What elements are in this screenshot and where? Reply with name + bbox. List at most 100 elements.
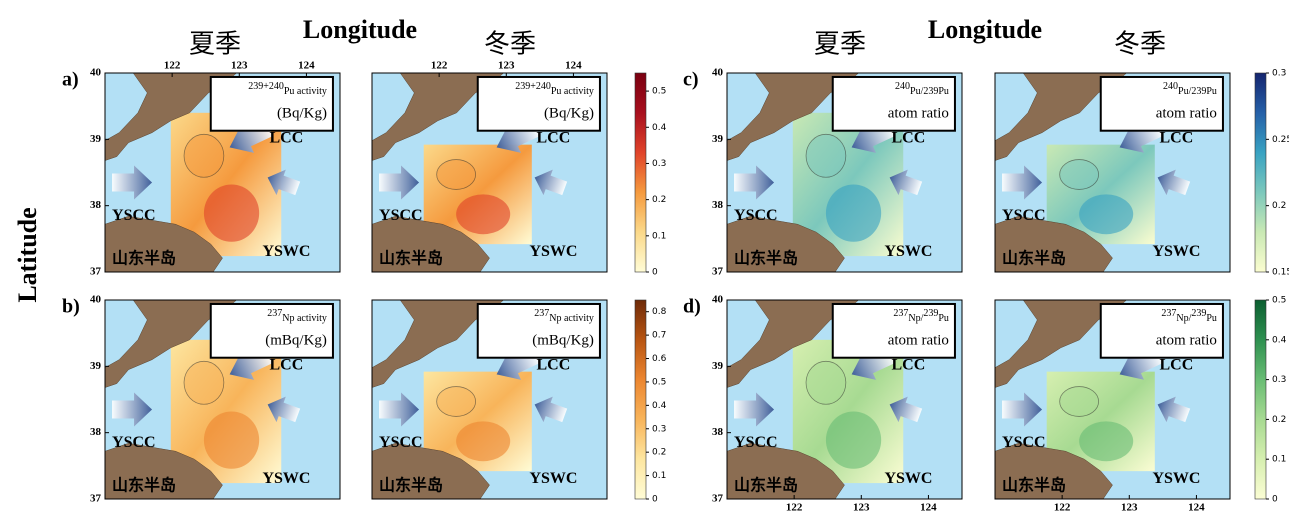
legend-title: 239+240Pu activity bbox=[248, 81, 327, 97]
current-label: YSWC bbox=[1152, 243, 1200, 260]
colorbar-tick-label: 0.4 bbox=[652, 123, 667, 133]
current-label: LCC bbox=[1160, 129, 1194, 146]
current-arrow bbox=[379, 165, 420, 200]
lat-tick-label: 39 bbox=[90, 360, 102, 372]
colorbar-tick-label: 0.7 bbox=[652, 331, 666, 341]
lon-tick-label: 124 bbox=[920, 502, 937, 514]
legend-title-part: Pu/239Pu bbox=[1178, 86, 1217, 97]
current-arrow bbox=[889, 396, 923, 423]
legend-title-part: Pu activity bbox=[284, 86, 327, 97]
current-label: 山东半岛 bbox=[379, 249, 443, 268]
legend-box bbox=[1099, 302, 1224, 359]
field-hotspot bbox=[436, 386, 476, 417]
field-hotspot bbox=[456, 194, 511, 235]
lon-tick-label: 123 bbox=[231, 60, 248, 72]
map-frame bbox=[371, 72, 608, 273]
legend-title: 237Np activity bbox=[267, 308, 327, 324]
legend-box bbox=[476, 75, 601, 132]
current-label: YSCC bbox=[379, 434, 423, 451]
colorbar-tick-label: 0.5 bbox=[1272, 296, 1286, 306]
colorbar bbox=[1254, 299, 1267, 500]
current-arrow bbox=[1002, 165, 1043, 200]
map-frame bbox=[726, 299, 963, 500]
legend-box bbox=[831, 302, 956, 359]
lat-tick-label: 38 bbox=[712, 199, 724, 211]
legend-title-part: Np/ bbox=[1176, 313, 1191, 324]
legend-title-part: 240 bbox=[1163, 81, 1178, 92]
current-label: 山东半岛 bbox=[1002, 476, 1066, 495]
current-label: YSWC bbox=[884, 470, 932, 487]
current-arrow bbox=[1157, 396, 1191, 423]
field-hotspot bbox=[1079, 194, 1134, 235]
legend-subtitle: atom ratio bbox=[888, 332, 949, 348]
legend-box bbox=[209, 75, 334, 132]
legend-title-part: 239+240 bbox=[515, 81, 551, 92]
legend-title-part: 237 bbox=[893, 308, 908, 319]
current-label: YSCC bbox=[734, 207, 778, 224]
current-label: 山东半岛 bbox=[112, 249, 176, 268]
legend-title-part: 239 bbox=[1191, 308, 1206, 319]
winter-header: 冬季 bbox=[1114, 30, 1166, 60]
current-label: YSCC bbox=[379, 207, 423, 224]
field-hotspot bbox=[203, 411, 260, 469]
colorbar-tick-label: 0.4 bbox=[1272, 335, 1287, 345]
colorbar-tick-label: 0 bbox=[652, 495, 658, 505]
colorbar-tick-label: 0.4 bbox=[652, 401, 667, 411]
current-arrow bbox=[267, 396, 301, 423]
colorbar bbox=[1254, 72, 1267, 273]
lon-tick-label: 123 bbox=[498, 60, 515, 72]
legend-title-part: Pu bbox=[938, 313, 949, 324]
current-arrow bbox=[734, 392, 775, 427]
field-hotspot bbox=[1079, 421, 1134, 462]
legend-box bbox=[831, 75, 956, 132]
map-frame bbox=[726, 72, 963, 273]
current-label: 山东半岛 bbox=[734, 476, 798, 495]
legend-title-part: 237 bbox=[534, 308, 549, 319]
colorbar-tick-label: 0.2 bbox=[1272, 201, 1286, 211]
legend-subtitle: atom ratio bbox=[888, 105, 949, 121]
lat-tick-label: 37 bbox=[712, 266, 724, 278]
current-label: YSWC bbox=[262, 243, 310, 260]
current-arrow bbox=[889, 169, 923, 196]
panel-label: d) bbox=[683, 296, 701, 318]
lat-tick-label: 39 bbox=[712, 360, 724, 372]
colorbar-tick-label: 0 bbox=[652, 268, 658, 278]
legend-title-part: 240 bbox=[895, 81, 910, 92]
colorbar-tick-label: 0.2 bbox=[652, 195, 666, 205]
colorbar-tick-label: 0.1 bbox=[1272, 455, 1286, 465]
current-label: 山东半岛 bbox=[112, 476, 176, 495]
current-arrow bbox=[112, 392, 153, 427]
y-axis-title: Latitude bbox=[13, 207, 42, 302]
legend-subtitle: (mBq/Kg) bbox=[532, 332, 594, 348]
current-arrow bbox=[1002, 392, 1043, 427]
lon-tick-label: 122 bbox=[1054, 502, 1071, 514]
lon-tick-label: 122 bbox=[431, 60, 448, 72]
legend-title-part: Np activity bbox=[282, 313, 327, 324]
lat-tick-label: 39 bbox=[90, 133, 102, 145]
current-arrow bbox=[534, 169, 568, 196]
field-hotspot bbox=[825, 184, 882, 242]
current-label: YSCC bbox=[1002, 434, 1046, 451]
lat-tick-label: 39 bbox=[712, 133, 724, 145]
field-hotspot bbox=[825, 411, 882, 469]
colorbar-tick-label: 0.15 bbox=[1272, 268, 1289, 278]
lat-tick-label: 38 bbox=[90, 199, 102, 211]
field-hotspot bbox=[456, 421, 511, 462]
colorbar-tick-label: 0.8 bbox=[652, 307, 667, 317]
legend-title-part: Pu/239Pu bbox=[910, 86, 949, 97]
field-hotspot bbox=[183, 133, 225, 178]
colorbar bbox=[634, 72, 647, 273]
field-hotspot bbox=[1059, 386, 1099, 417]
legend-title: 239+240Pu activity bbox=[515, 81, 594, 97]
field-hotspot bbox=[805, 133, 847, 178]
legend-subtitle: (mBq/Kg) bbox=[265, 332, 327, 348]
legend-subtitle: (Bq/Kg) bbox=[277, 105, 327, 121]
legend-title-part: Np activity bbox=[549, 313, 594, 324]
panel-label: b) bbox=[62, 296, 80, 318]
colorbar bbox=[634, 299, 647, 500]
lon-tick-label: 124 bbox=[565, 60, 582, 72]
current-label: LCC bbox=[892, 129, 926, 146]
current-label: YSWC bbox=[1152, 470, 1200, 487]
lat-tick-label: 37 bbox=[90, 266, 102, 278]
